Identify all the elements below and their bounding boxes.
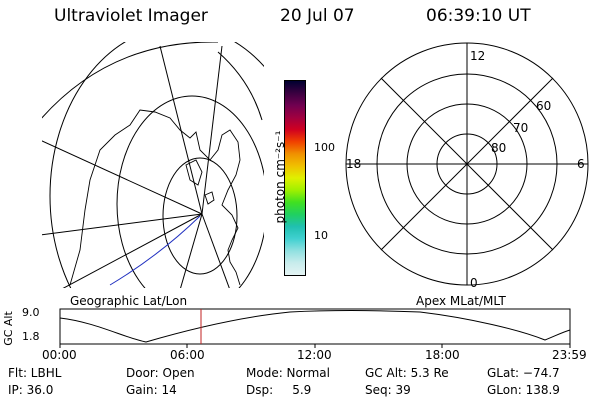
x-tick-0600: 06:00 [170,348,205,362]
longitude-line [42,140,203,215]
longitude-line [159,45,203,215]
geographic-caption: Geographic Lat/Lon [70,294,188,308]
coastline-island [204,191,215,205]
date-label: 20 Jul 07 [280,6,355,26]
filter-status: Flt: LBHL [8,366,62,380]
latitude-ellipse [116,95,264,288]
colorbar [284,80,306,276]
door-status: Door: Open [126,366,195,380]
x-tick-1800: 18:00 [425,348,460,362]
mlat-label-70: 70 [513,121,528,135]
y-tick-9: 9.0 [22,306,40,319]
colorbar-tick-100: 100 [314,141,335,154]
gc-alt-status: GC Alt: 5.3 Re [365,366,449,380]
glon-status: GLon: 138.9 [487,383,560,397]
dsp-status: Dsp: 5.9 [246,383,312,397]
mlat-label-60: 60 [536,99,551,113]
coastline-island [185,159,203,186]
longitude-line [201,45,223,215]
ip-status: IP: 36.0 [8,383,54,397]
latitude-ellipse [162,157,238,275]
x-tick-0000: 00:00 [42,348,77,362]
x-tick-1200: 12:00 [297,348,332,362]
spacecraft-track [109,215,201,286]
mlt-label-18: 18 [346,157,361,171]
y-tick-1-8: 1.8 [22,330,40,343]
longitude-line [201,213,230,288]
mlt-label-6: 6 [577,157,585,171]
mlt-label-0: 0 [470,276,478,290]
latitude-arc [217,51,263,121]
mlt-label-12: 12 [470,49,485,63]
latitude-arc [42,42,218,119]
coastline [69,109,241,286]
mlat-label-80: 80 [491,141,506,155]
longitude-line [62,213,203,288]
latitude-ellipse [49,42,264,288]
altitude-curve [59,310,571,343]
x-tick-2359: 23:59 [552,348,587,362]
instrument-title: Ultraviolet Imager [54,6,208,26]
glat-status: GLat: −74.7 [487,366,560,380]
mode-status: Mode: Normal [246,366,330,380]
apex-caption: Apex MLat/MLT [416,294,506,308]
gain-status: Gain: 14 [126,383,177,397]
time-label: 06:39:10 UT [426,6,531,26]
colorbar-tick-10: 10 [314,229,328,242]
longitude-line [42,213,203,236]
gc-alt-axis-label: GC Alt [1,311,15,346]
seq-status: Seq: 39 [365,383,411,397]
longitude-line [180,213,203,288]
